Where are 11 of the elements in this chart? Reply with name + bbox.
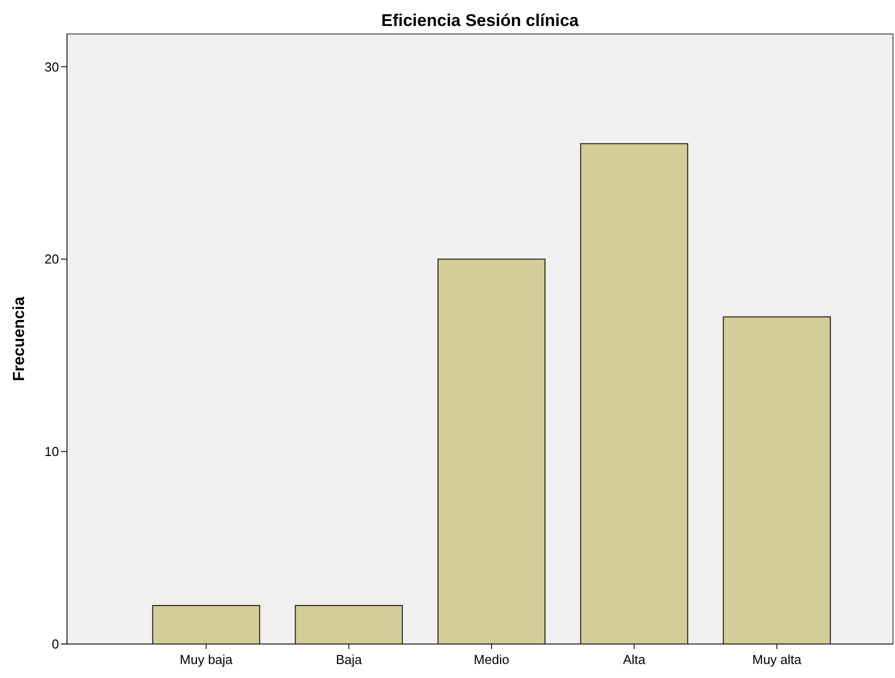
x-tick-label: Muy alta <box>752 652 802 667</box>
x-tick-label: Baja <box>336 652 363 667</box>
y-tick-label: 0 <box>52 636 59 652</box>
y-tick-label: 20 <box>44 252 59 267</box>
y-axis-title: Frecuencia <box>11 296 28 382</box>
y-tick-label: 10 <box>44 444 59 460</box>
x-tick-label: Medio <box>474 652 510 667</box>
x-tick-label: Alta <box>622 652 646 667</box>
x-tick-label: Muy baja <box>180 652 234 667</box>
y-tick-label: 30 <box>44 59 59 74</box>
chart-title: Eficiencia Sesión clínica <box>381 11 580 30</box>
